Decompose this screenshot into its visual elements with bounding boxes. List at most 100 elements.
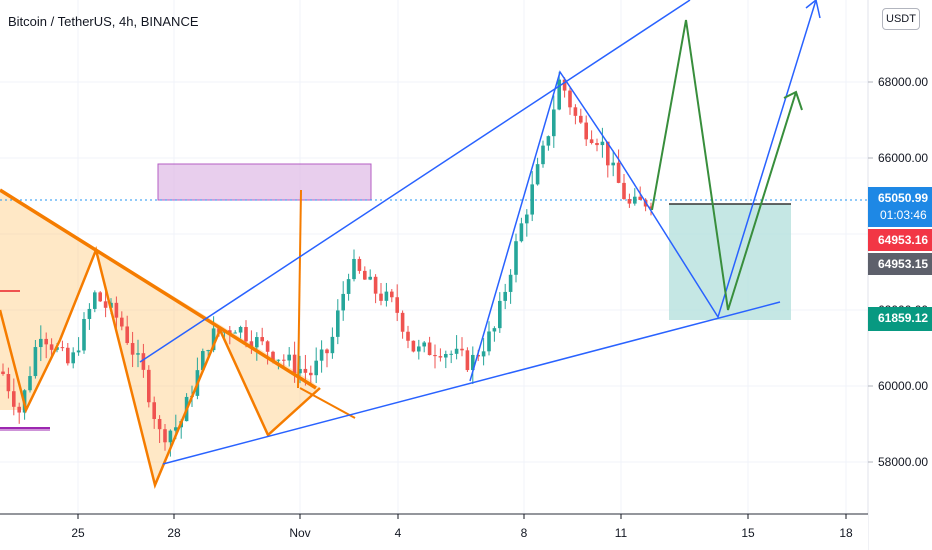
candle	[449, 350, 453, 364]
candle	[98, 291, 102, 303]
candle	[66, 343, 70, 366]
price-label-target: 61859.12	[878, 311, 928, 325]
x-tick-label: 11	[615, 526, 628, 540]
candle	[71, 347, 75, 369]
time-axis-bg	[0, 514, 868, 550]
candle	[168, 429, 173, 457]
candle	[114, 296, 119, 330]
projection-lines	[651, 19, 803, 311]
candle	[508, 269, 513, 304]
candle	[130, 331, 135, 368]
candle	[417, 339, 421, 360]
symbol-title: Bitcoin / TetherUS, 4h, BINANCE	[8, 14, 199, 29]
candle	[460, 337, 464, 357]
candle	[465, 347, 470, 372]
candle	[384, 282, 389, 307]
candle	[427, 336, 432, 356]
candle	[411, 340, 416, 353]
candle	[589, 130, 594, 145]
candle	[136, 339, 140, 368]
candle	[201, 348, 205, 371]
candle	[319, 340, 324, 373]
candle	[373, 274, 378, 304]
price-label-bg	[868, 229, 932, 251]
candle	[562, 77, 567, 98]
x-tick-label: 25	[71, 526, 85, 540]
candle	[330, 327, 335, 359]
price-label-current: 65050.99	[878, 191, 928, 205]
candle	[622, 174, 626, 200]
price-label-bg	[868, 307, 932, 331]
candle	[503, 283, 507, 310]
candle	[238, 325, 243, 339]
price-label-prev: 64953.15	[878, 257, 928, 271]
candle	[573, 104, 578, 125]
currency-button[interactable]: USDT	[882, 8, 920, 30]
candle	[546, 135, 551, 151]
candle	[28, 366, 32, 393]
candle	[390, 289, 394, 303]
candle	[606, 141, 610, 178]
y-tick-label: 68000.00	[878, 75, 928, 89]
candle	[163, 423, 167, 451]
candle	[557, 71, 561, 111]
candle	[260, 327, 264, 346]
candle	[346, 273, 351, 301]
candle	[579, 108, 583, 124]
trend-lines	[139, 0, 821, 465]
candle	[422, 340, 426, 353]
candle	[76, 337, 81, 356]
candle	[649, 202, 653, 216]
candle	[93, 290, 97, 313]
countdown-label: 01:03:46	[880, 208, 927, 222]
price-labels: 65050.99 01:03:46 64953.16 64953.15 61859.12	[868, 187, 932, 331]
candle	[406, 325, 410, 349]
candle	[265, 340, 270, 365]
candle	[379, 282, 383, 306]
candle	[82, 312, 86, 354]
candle	[616, 149, 621, 184]
candle	[325, 348, 329, 368]
candle	[535, 157, 540, 186]
candle	[287, 347, 291, 367]
candle	[12, 378, 16, 416]
candle	[60, 340, 65, 352]
x-axis-ticks: 25 28 Nov 4 8 11 15 18	[71, 514, 853, 540]
candle	[309, 365, 313, 386]
x-tick-label: 4	[395, 526, 402, 540]
candle	[152, 396, 156, 429]
candle	[438, 348, 443, 362]
candle	[525, 209, 529, 237]
candle	[1, 363, 5, 376]
candle	[519, 217, 524, 243]
candle	[233, 330, 237, 334]
price-label-last: 64953.16	[878, 233, 928, 247]
candle	[498, 292, 502, 333]
y-tick-label: 58000.00	[878, 455, 928, 469]
candle	[633, 188, 637, 206]
candle	[17, 402, 21, 424]
candle	[120, 311, 124, 331]
candle	[314, 347, 318, 384]
candle	[492, 326, 497, 342]
orange-pattern-fill	[0, 190, 320, 485]
x-tick-label: Nov	[289, 526, 310, 540]
candle	[363, 266, 367, 280]
candle	[471, 346, 475, 384]
candle	[395, 284, 399, 322]
x-tick-label: 28	[167, 526, 181, 540]
candle	[595, 138, 599, 152]
candle	[400, 310, 405, 339]
price-label-bg	[868, 253, 932, 275]
x-tick-label: 18	[839, 526, 853, 540]
candle	[530, 171, 534, 222]
candle	[336, 299, 340, 345]
price-label-bg	[868, 187, 932, 227]
candle	[487, 321, 491, 356]
candle	[157, 415, 162, 444]
candle	[103, 291, 108, 318]
candle	[352, 249, 356, 282]
purple-zone	[157, 163, 372, 201]
x-tick-label: 15	[741, 526, 755, 540]
